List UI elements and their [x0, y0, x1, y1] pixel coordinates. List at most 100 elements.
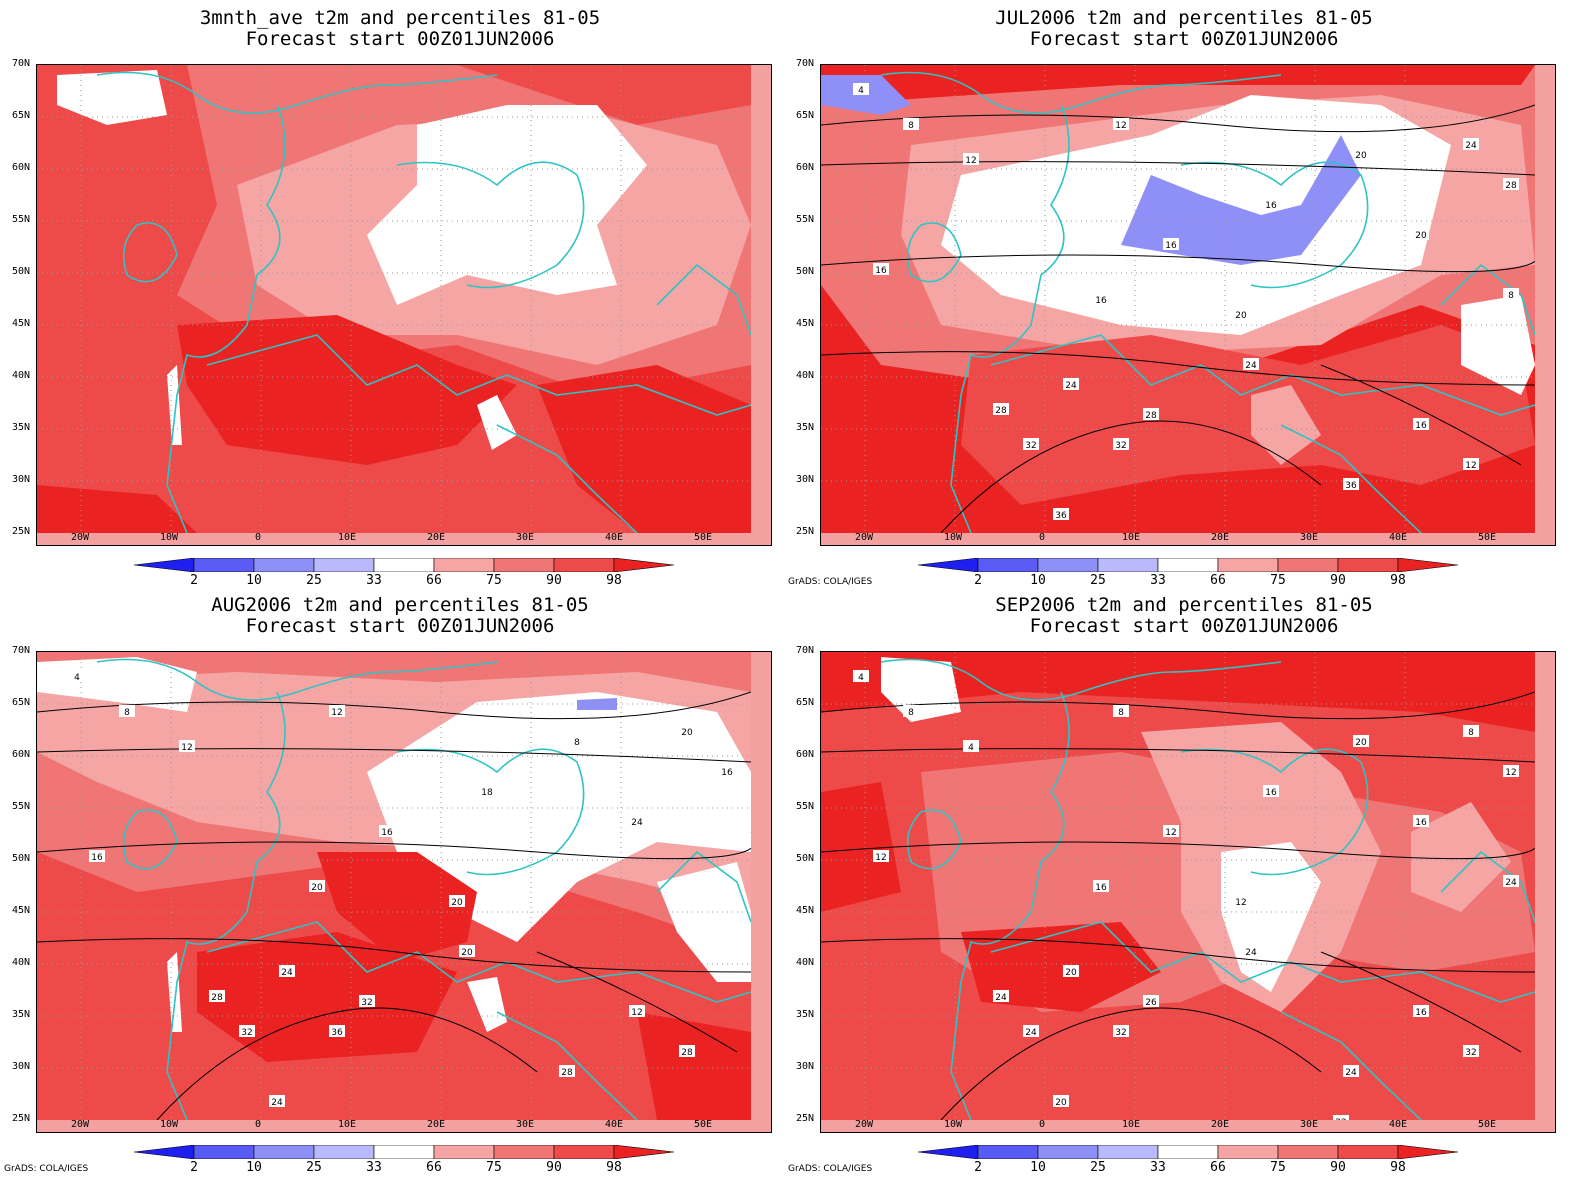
longitude-label: 30E	[515, 532, 535, 543]
contour-label: 28	[1503, 178, 1519, 191]
colorbar-swatch	[373, 558, 435, 572]
colorbar	[918, 558, 1458, 572]
contour-label: 24	[1243, 358, 1259, 371]
contour-label: 32	[1113, 1025, 1129, 1038]
colorbar-swatch	[613, 558, 674, 572]
svg-text:26: 26	[1145, 998, 1157, 1008]
svg-text:8: 8	[908, 708, 914, 718]
contour-label: 8	[1113, 705, 1129, 718]
colorbar-swatch	[1277, 558, 1339, 572]
latitude-label: 35N	[11, 422, 30, 433]
colorbar-label: 75	[1270, 573, 1286, 588]
svg-text:8: 8	[574, 738, 580, 748]
latitude-label: 25N	[11, 526, 30, 537]
contour-label: 20	[1413, 228, 1429, 241]
temperature-contour	[821, 832, 1535, 860]
svg-text:12: 12	[631, 1008, 642, 1018]
coastline	[122, 809, 178, 870]
svg-text:28: 28	[211, 993, 223, 1003]
svg-text:8: 8	[1508, 291, 1514, 301]
percentile-region	[177, 315, 517, 465]
latitude-label: 45N	[795, 905, 814, 916]
latitude-label: 45N	[795, 318, 814, 329]
longitude-label: 20W	[854, 1119, 874, 1130]
latitude-label: 25N	[795, 526, 814, 537]
percentile-region	[367, 105, 647, 305]
colorbar-label: 75	[1270, 1160, 1286, 1175]
temperature-contour	[156, 1007, 538, 1120]
latitude-label: 45N	[11, 905, 30, 916]
latitude-label: 65N	[795, 110, 814, 121]
contour-label: 8	[569, 735, 585, 748]
longitude-label: 50E	[693, 532, 713, 543]
latitude-label: 55N	[795, 801, 814, 812]
contour-label: 28	[1143, 408, 1159, 421]
svg-text:16: 16	[1265, 201, 1277, 211]
colorbar-swatch	[918, 558, 979, 572]
contour-label: 36	[1343, 478, 1359, 491]
colorbar-swatch	[1337, 558, 1399, 572]
svg-text:4: 4	[74, 673, 80, 683]
contour-label: 20	[459, 945, 475, 958]
svg-text:20: 20	[461, 948, 473, 958]
contour-label: 16	[1163, 238, 1179, 251]
percentile-region	[57, 70, 167, 125]
coastline	[906, 809, 962, 870]
coastline	[950, 104, 1070, 533]
contour-label: 24	[269, 1095, 285, 1108]
colorbar-label: 10	[246, 573, 262, 588]
svg-text:16: 16	[1415, 818, 1427, 828]
colorbar-label: 33	[1150, 1160, 1166, 1175]
percentile-region	[317, 852, 477, 962]
contour-label: 32	[359, 995, 375, 1008]
panel-aug2006: AUG2006 t2m and percentiles 81-05 Foreca…	[0, 587, 780, 1177]
colorbar-label: 25	[1090, 1160, 1106, 1175]
svg-text:12: 12	[1115, 121, 1126, 131]
svg-text:20: 20	[1355, 151, 1367, 161]
colorbar-swatch	[1037, 1145, 1099, 1159]
latitude-label: 40N	[795, 957, 814, 968]
colorbar-swatch	[1397, 558, 1458, 572]
coastline	[96, 658, 498, 701]
contour-label: 16	[1263, 785, 1279, 798]
percentile-map: 4 8 12 12 16 16 18 20 20 24 24 20 28 32 32 36 24 28 28 12 8 2…	[37, 652, 751, 1120]
percentile-region	[1411, 802, 1511, 912]
contour-label: 24	[1063, 378, 1079, 391]
coastline	[880, 71, 1282, 114]
contour-label: 12	[1113, 118, 1129, 131]
grads-credit: GrADS: COLA/IGES	[788, 577, 873, 587]
colorbar-label: 90	[546, 573, 562, 588]
latitude-label: 50N	[795, 853, 814, 864]
coastline	[1440, 263, 1535, 336]
svg-text:24: 24	[1065, 381, 1077, 391]
svg-text:12: 12	[181, 743, 192, 753]
contour-label: 8	[1503, 288, 1519, 301]
map-area	[36, 64, 772, 546]
longitude-label: 0	[1038, 532, 1046, 543]
colorbar-swatch	[253, 1145, 315, 1159]
svg-text:16: 16	[1415, 421, 1427, 431]
latitude-label: 25N	[795, 1113, 814, 1124]
latitude-label: 35N	[11, 1009, 30, 1020]
svg-text:16: 16	[1265, 788, 1277, 798]
svg-text:4: 4	[858, 673, 864, 683]
colorbar	[134, 1145, 674, 1159]
colorbar-swatch	[1277, 1145, 1339, 1159]
svg-text:36: 36	[331, 1028, 343, 1038]
coastline	[396, 161, 585, 289]
temperature-contour	[821, 245, 1535, 273]
longitude-label: 10W	[943, 532, 963, 543]
colorbar-label: 25	[306, 1160, 322, 1175]
svg-text:4: 4	[858, 86, 864, 96]
temperature-contour	[821, 691, 1535, 720]
svg-text:12: 12	[875, 853, 886, 863]
contour-label: 16	[1263, 198, 1279, 211]
temperature-contour	[940, 420, 1322, 533]
contour-label: 24	[629, 815, 645, 828]
svg-text:20: 20	[681, 728, 693, 738]
coastline	[206, 921, 751, 1003]
colorbar-swatch	[373, 1145, 435, 1159]
latitude-label: 50N	[11, 853, 30, 864]
contour-label: 16	[89, 850, 105, 863]
svg-text:8: 8	[908, 121, 914, 131]
